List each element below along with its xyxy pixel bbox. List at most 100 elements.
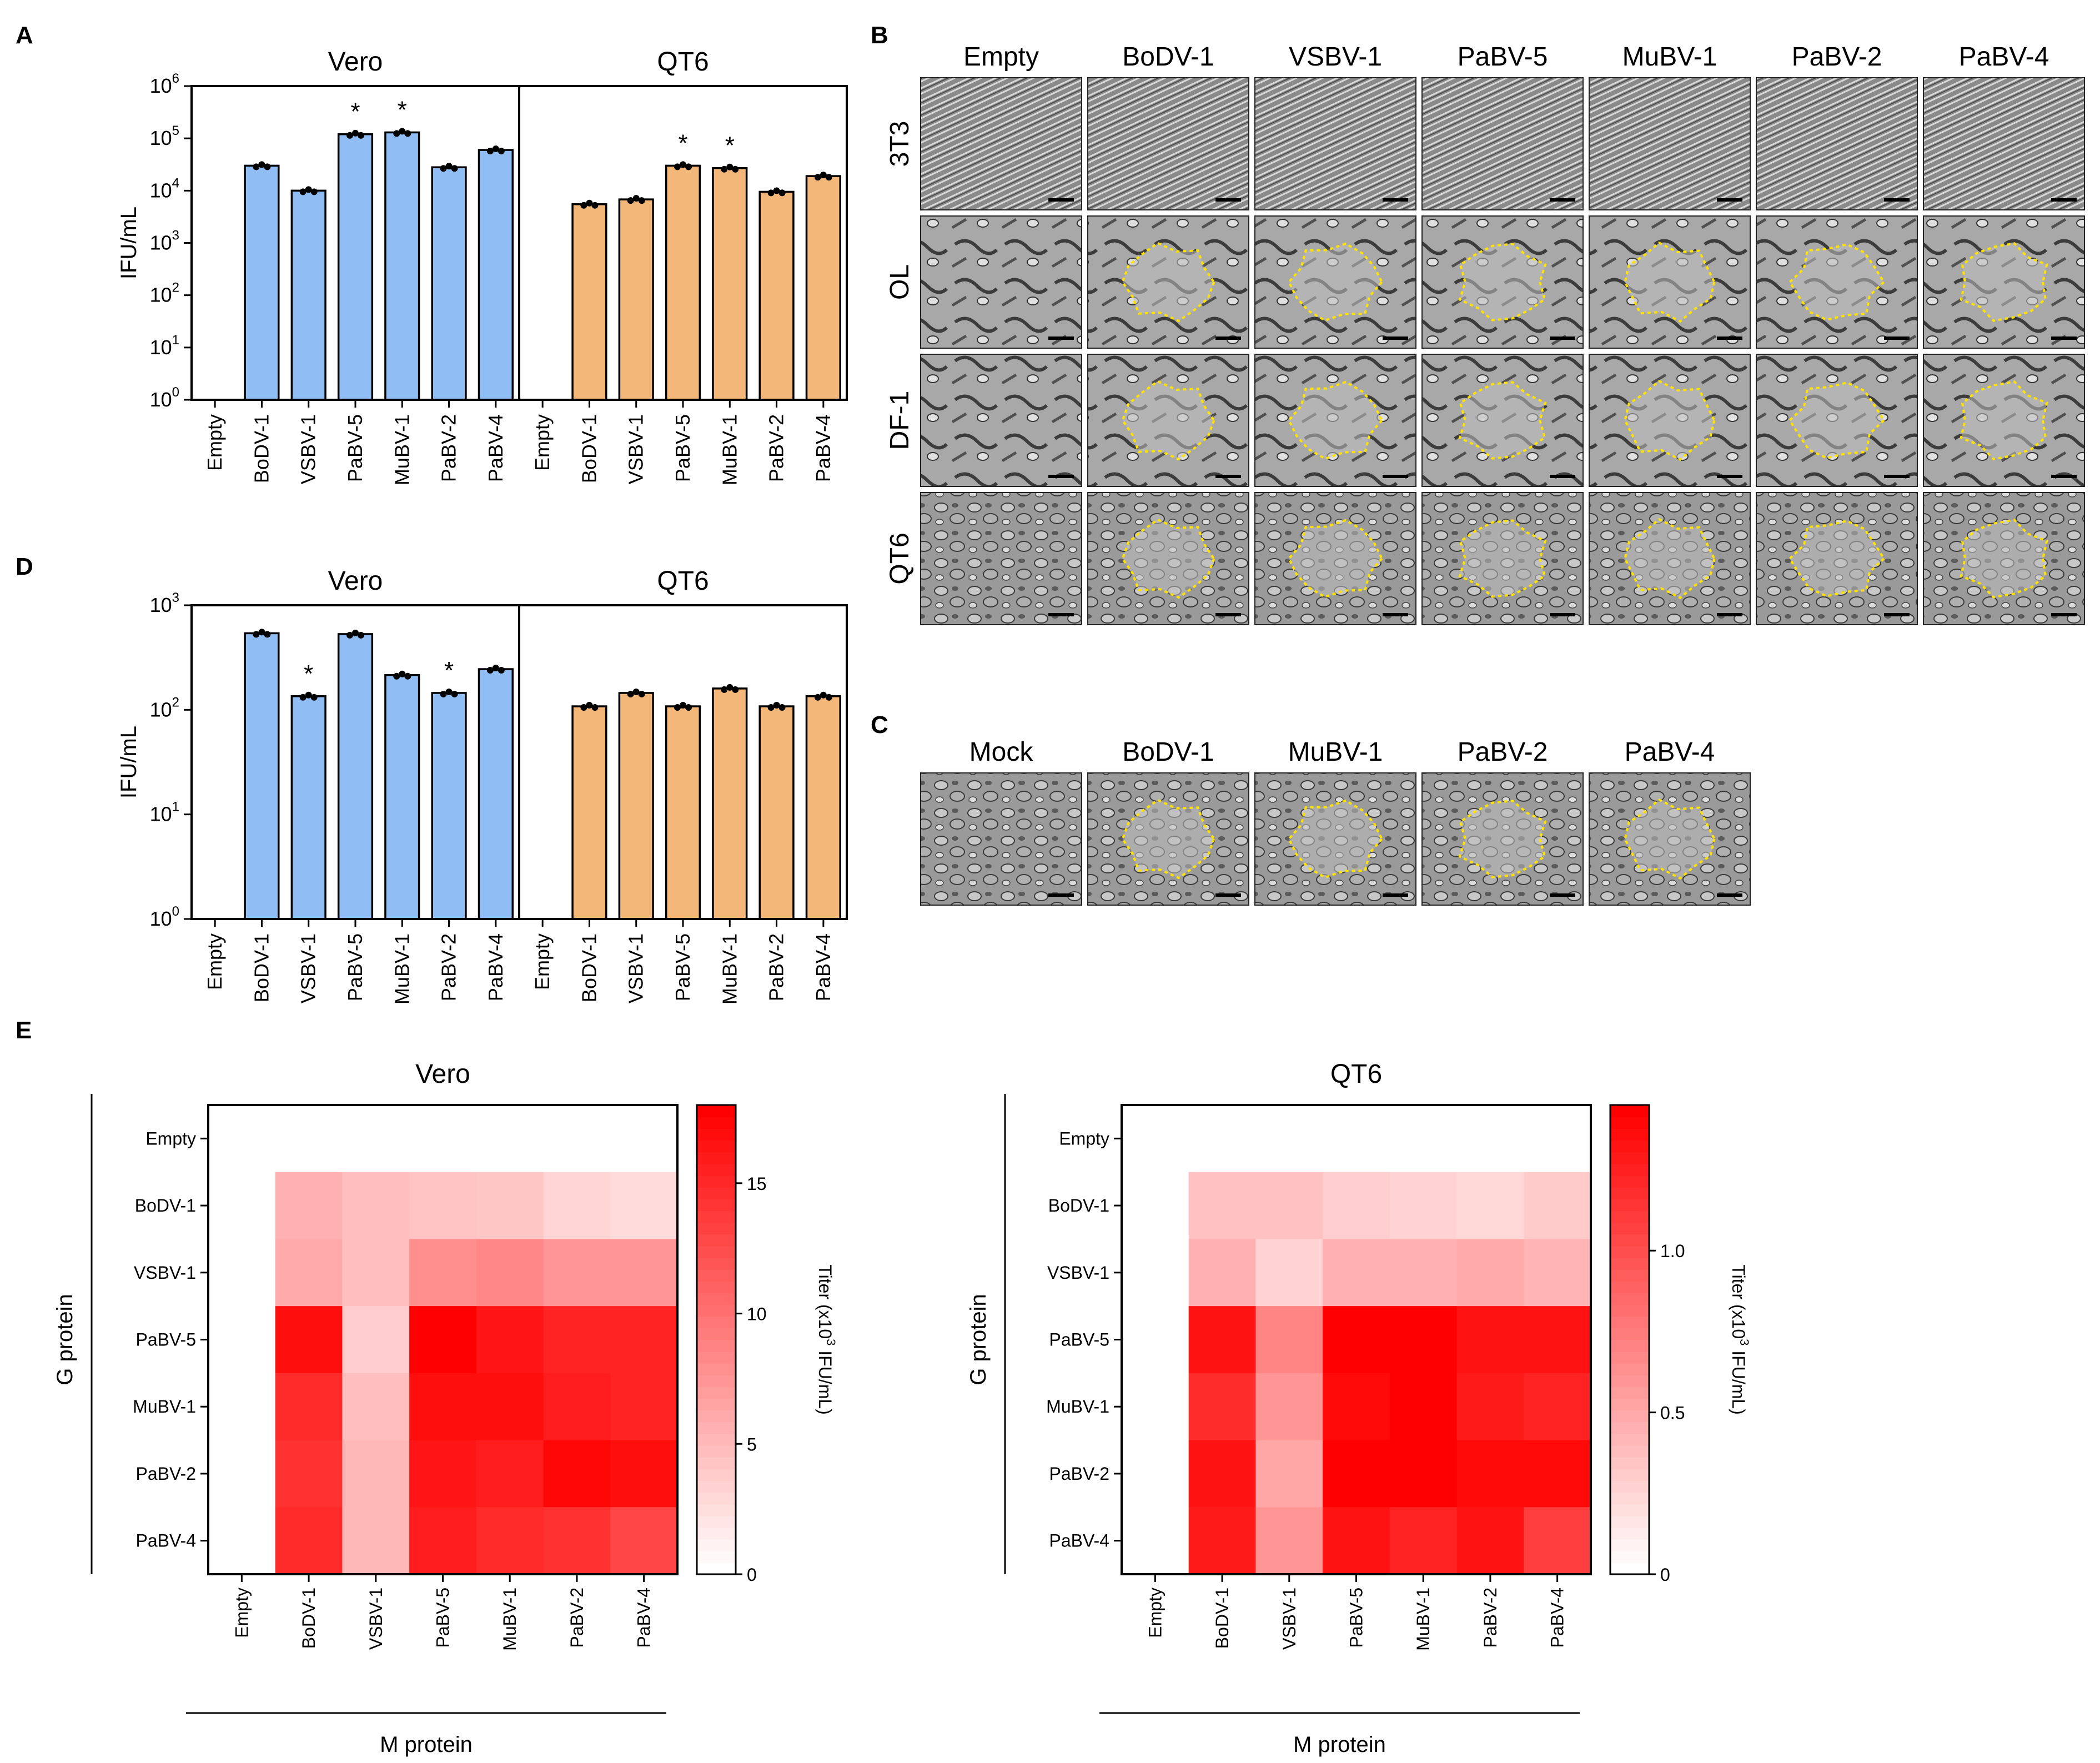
- heatmap-cell: [1255, 1373, 1323, 1441]
- replicate-dot: [674, 163, 681, 170]
- bar: [431, 692, 467, 920]
- colorbar-step: [697, 1387, 736, 1399]
- replicate-dot: [346, 132, 353, 139]
- panel-a-bar-chart: 100 101 102 103 104 105 106 IFU/mL Vero Empty BoDV…: [117, 47, 848, 485]
- heatmap-cell: [1389, 1373, 1458, 1441]
- col-label: MuBV-1: [1413, 1588, 1433, 1651]
- heatmap-cell: [275, 1440, 343, 1508]
- heatmap-cell: [1456, 1105, 1524, 1173]
- colorbar-step: [697, 1140, 736, 1153]
- heatmap-cell: [208, 1172, 276, 1239]
- replicate-dot: [305, 186, 312, 193]
- heatmap-cell: [1524, 1172, 1591, 1239]
- bar: [712, 167, 748, 401]
- heatmap-cell: [342, 1373, 410, 1441]
- colorbar-step: [1610, 1128, 1649, 1141]
- replicate-dot: [264, 163, 271, 170]
- micrograph-column-label: PaBV-2: [1458, 737, 1548, 767]
- replicate-dot: [820, 691, 827, 699]
- x-tick-label: MuBV-1: [390, 933, 413, 1004]
- heatmap-cell: [1122, 1172, 1189, 1239]
- replicate-dot: [451, 690, 458, 697]
- micrograph-row-label: QT6: [885, 533, 915, 584]
- heatmap-cell: [208, 1507, 276, 1575]
- x-tick-label: VSBV-1: [625, 414, 647, 484]
- colorbar-step: [1610, 1269, 1649, 1282]
- heatmap-cell: [1456, 1440, 1524, 1508]
- micrograph-image: [920, 354, 1082, 487]
- micrograph-row-label: DF-1: [885, 391, 915, 450]
- colorbar-step: [697, 1456, 736, 1469]
- heatmap-cell: [342, 1440, 410, 1508]
- m-axis-label: M protein: [1293, 1732, 1386, 1757]
- syncytium-outline: [1624, 798, 1716, 880]
- replicate-dot: [814, 694, 821, 701]
- colorbar-step: [697, 1152, 736, 1164]
- micrograph-image: [1756, 77, 1918, 210]
- colorbar-step: [1610, 1175, 1649, 1188]
- colorbar-step: [697, 1351, 736, 1364]
- y-tick-label: 104: [150, 175, 179, 202]
- colorbar-step: [697, 1492, 736, 1505]
- x-tick-label: MuBV-1: [390, 414, 413, 485]
- colorbar-step: [697, 1422, 736, 1434]
- colorbar-frame: [696, 1104, 737, 1575]
- group-title: Vero: [328, 47, 383, 77]
- colorbar-step: [1610, 1245, 1649, 1258]
- syncytium-outline: [1121, 798, 1215, 880]
- group-title: QT6: [657, 566, 709, 596]
- x-tick-label: BoDV-1: [250, 933, 273, 1002]
- heatmap-cell: [476, 1239, 544, 1307]
- bar: [571, 203, 607, 401]
- colorbar-step: [697, 1515, 736, 1528]
- heatmap-cell: [1188, 1507, 1256, 1575]
- row-label: PaBV-4: [1049, 1531, 1109, 1551]
- colorbar-step: [1610, 1387, 1649, 1399]
- colorbar-label: Titer (x103 IFU/mL): [815, 1264, 838, 1415]
- heatmap-cell: [1255, 1507, 1323, 1575]
- col-label: PaBV-5: [433, 1588, 453, 1648]
- colorbar-step: [697, 1527, 736, 1540]
- replicate-dot: [580, 202, 587, 209]
- colorbar-step: [1610, 1374, 1649, 1387]
- colorbar-step: [697, 1199, 736, 1212]
- colorbar-step: [1610, 1152, 1649, 1164]
- replicate-dot: [486, 667, 494, 674]
- heatmap-cell: [1389, 1105, 1458, 1173]
- heatmap-cell: [610, 1239, 678, 1307]
- heatmap-cell: [1456, 1306, 1524, 1374]
- heatmap-cell: [1255, 1440, 1323, 1508]
- bar: [571, 705, 607, 920]
- replicate-dot: [440, 690, 447, 697]
- micrograph-column-label: BoDV-1: [1122, 737, 1214, 767]
- colorbar-step: [1610, 1293, 1649, 1305]
- bar: [478, 668, 514, 920]
- heatmap-cell: [275, 1373, 343, 1441]
- colorbar-step: [697, 1293, 736, 1305]
- heatmap-cell: [1524, 1239, 1591, 1307]
- colorbar-step: [697, 1504, 736, 1516]
- heatmap-cell: [1389, 1306, 1458, 1374]
- replicate-dot: [393, 130, 400, 137]
- panel-letter-b: B: [871, 22, 888, 49]
- replicate-dot: [445, 688, 453, 695]
- heatmap-cell: [342, 1507, 410, 1575]
- bar: [805, 175, 841, 401]
- colorbar-step: [697, 1328, 736, 1340]
- heatmap-cell: [1323, 1239, 1390, 1307]
- colorbar-step: [1610, 1339, 1649, 1352]
- colorbar-step: [697, 1398, 736, 1411]
- colorbar-tick-label: 10: [747, 1304, 767, 1324]
- row-label: MuBV-1: [133, 1397, 196, 1417]
- replicate-dot: [492, 665, 499, 672]
- replicate-dot: [632, 688, 640, 695]
- syncytium-outline: [1287, 380, 1384, 460]
- heatmap-cell: [1188, 1440, 1256, 1508]
- syncytium-outline: [1121, 242, 1215, 323]
- micrograph-image: [920, 77, 1082, 210]
- heatmap-cell: [543, 1172, 611, 1239]
- panel-letter-c: C: [871, 711, 888, 739]
- heatmap-cell: [409, 1105, 477, 1173]
- row-label: Empty: [145, 1128, 196, 1148]
- replicate-dot: [767, 189, 775, 197]
